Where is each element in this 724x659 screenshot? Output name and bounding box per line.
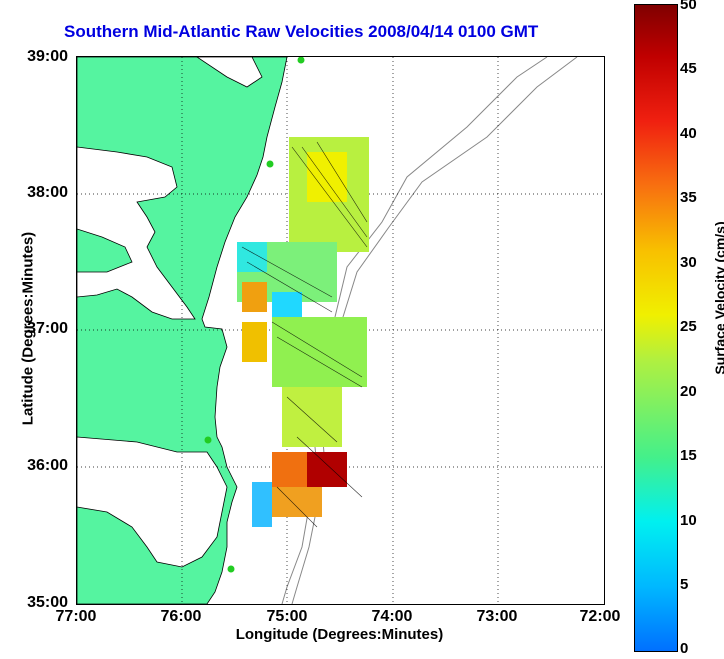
station-marker: [204, 436, 212, 444]
y-tick: 37:00: [27, 320, 68, 337]
colorbar-tick: 40: [680, 125, 697, 142]
map-title: Southern Mid-Atlantic Raw Velocities 200…: [64, 22, 539, 41]
x-tick: 75:00: [266, 608, 308, 625]
x-tick: 76:00: [160, 608, 202, 625]
chesapeake-bay: [77, 146, 196, 320]
station-marker: [297, 57, 305, 64]
colorbar-tick: 45: [680, 60, 697, 77]
colorbar-label: Surface Velocity (cm/s): [712, 221, 724, 375]
x-tick: 77:00: [55, 608, 97, 625]
y-tick: 38:00: [27, 184, 68, 201]
colorbar-tick: 15: [680, 447, 697, 464]
colorbar-tick: 30: [680, 254, 697, 271]
colorbar-tick: 5: [680, 576, 689, 593]
y-tick: 35:00: [27, 594, 68, 611]
velocity-vectors: [241, 141, 368, 528]
pamlico-sound: [77, 436, 228, 568]
colorbar-tick: 50: [680, 0, 697, 13]
y-axis-label: Latitude (Degrees:Minutes): [19, 231, 37, 426]
colorbar: [634, 4, 678, 652]
x-tick: 74:00: [371, 608, 413, 625]
colorbar-tick: 20: [680, 383, 697, 400]
x-axis-label: Longitude (Degrees:Minutes): [235, 626, 444, 643]
colorbar-tick: 35: [680, 189, 697, 206]
station-marker: [266, 160, 274, 168]
colorbar-tick: 10: [680, 512, 697, 529]
colorbar-tick: 0: [680, 640, 689, 657]
x-tick: 72:00: [579, 608, 621, 625]
map-svg: [77, 57, 604, 604]
y-tick: 36:00: [27, 457, 68, 474]
velocity-field: [237, 137, 369, 527]
x-tick: 73:00: [476, 608, 518, 625]
delaware-bay: [196, 57, 263, 88]
colorbar-tick: 25: [680, 318, 697, 335]
station-marker: [227, 565, 235, 573]
map-plot-area: [76, 56, 605, 605]
y-tick: 39:00: [27, 48, 68, 65]
